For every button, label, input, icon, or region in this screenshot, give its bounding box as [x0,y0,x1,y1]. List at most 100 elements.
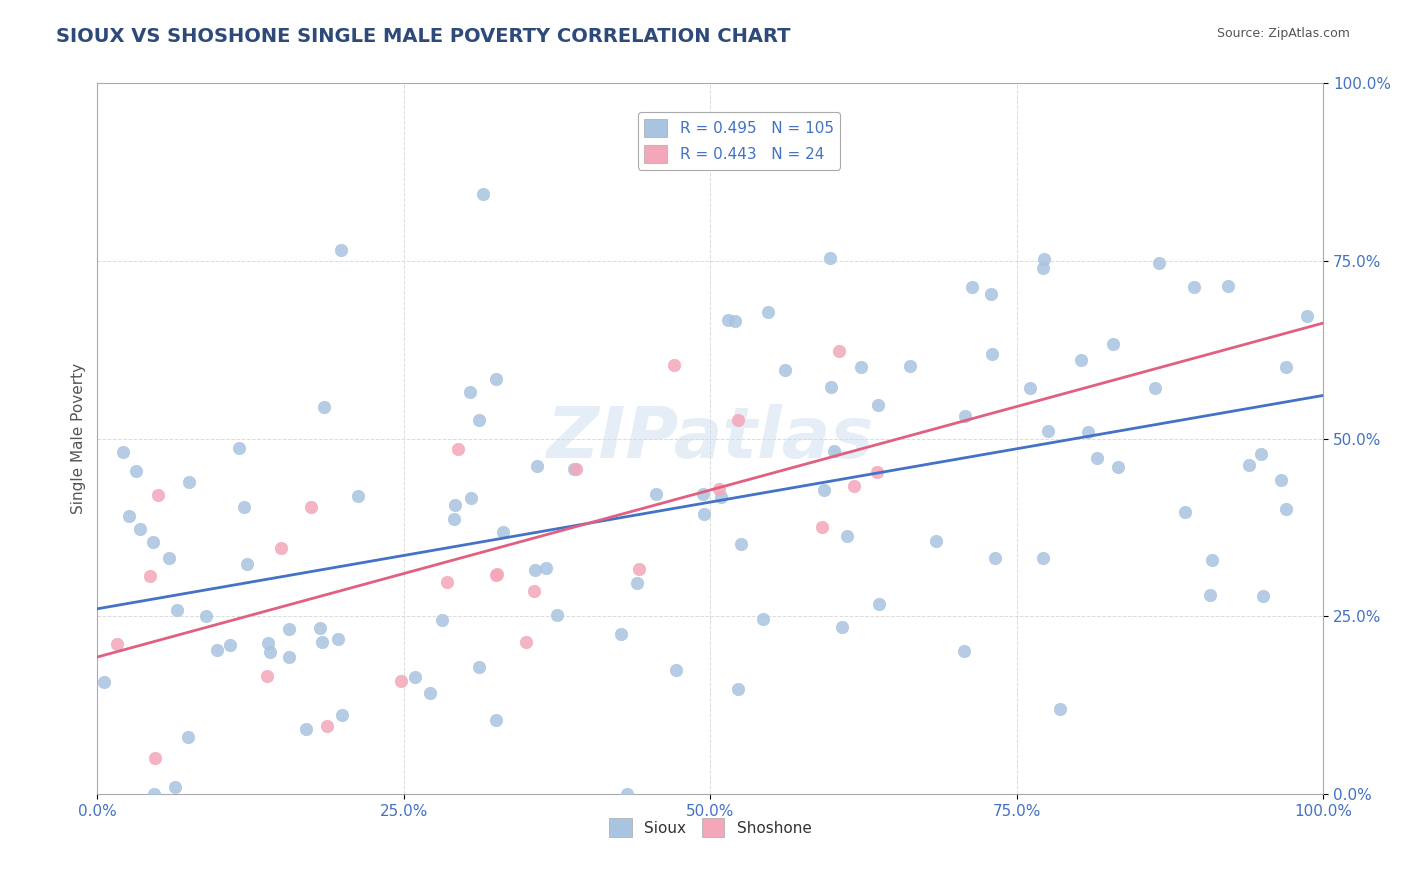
Point [460,491,482,505]
Point [844,479,866,493]
Point [460,384,482,399]
Point [831,620,853,634]
Point [468,660,491,674]
Point [692,487,714,501]
Text: ZIPatlas: ZIPatlas [547,404,875,474]
Point [727,413,749,427]
Y-axis label: Single Male Poverty: Single Male Poverty [72,363,86,515]
Point [299,500,322,515]
Point [1251,589,1274,603]
Text: SIOUX VS SHOSHONE SINGLE MALE POVERTY CORRELATION CHART: SIOUX VS SHOSHONE SINGLE MALE POVERTY CO… [56,27,790,45]
Point [1199,588,1222,602]
Point [1032,261,1054,276]
Point [259,645,281,659]
Point [1036,424,1059,438]
Point [1019,381,1042,395]
Point [1070,352,1092,367]
Point [166,603,188,617]
Point [194,609,217,624]
Point [983,550,1005,565]
Point [270,541,292,555]
Point [730,537,752,551]
Point [277,650,299,665]
Point [93,675,115,690]
Point [330,243,353,257]
Point [645,487,668,501]
Point [312,400,335,414]
Point [837,529,859,543]
Point [326,632,349,646]
Point [330,708,353,723]
Point [111,444,134,458]
Point [851,359,873,374]
Point [756,304,779,318]
Point [960,280,983,294]
Point [610,626,633,640]
Point [828,343,851,358]
Point [515,635,537,649]
Point [1102,337,1125,351]
Point [419,686,441,700]
Point [236,557,259,571]
Point [727,681,749,696]
Point [1033,252,1056,267]
Point [717,313,740,327]
Point [811,519,834,533]
Point [953,644,976,658]
Point [205,643,228,657]
Point [257,636,280,650]
Point [177,475,200,489]
Point [665,663,688,677]
Point [1250,447,1272,461]
Point [980,286,1002,301]
Point [346,489,368,503]
Point [165,780,187,794]
Point [1107,460,1129,475]
Legend: Sioux, Shoshone: Sioux, Shoshone [603,813,818,843]
Point [1031,551,1053,566]
Point [467,413,489,427]
Point [117,509,139,524]
Point [898,359,921,374]
Point [143,787,166,801]
Point [404,670,426,684]
Point [724,314,747,328]
Point [105,637,128,651]
Point [616,787,638,801]
Point [627,562,650,576]
Point [1296,309,1319,323]
Point [177,731,200,745]
Point [536,561,558,575]
Point [1275,360,1298,375]
Point [128,522,150,536]
Point [316,718,339,732]
Point [430,613,453,627]
Point [955,409,977,423]
Point [1201,553,1223,567]
Point [523,583,546,598]
Point [866,398,889,412]
Point [1237,458,1260,472]
Point [146,488,169,502]
Point [443,512,465,526]
Point [662,358,685,372]
Point [444,498,467,512]
Point [295,723,318,737]
Point [485,713,508,727]
Point [813,483,835,498]
Point [485,567,508,582]
Point [143,751,166,765]
Point [523,563,546,577]
Point [823,444,845,458]
Point [139,569,162,583]
Point [546,608,568,623]
Point [228,441,250,455]
Point [1275,501,1298,516]
Point [485,372,508,386]
Point [562,461,585,475]
Point [277,622,299,636]
Point [1049,702,1071,716]
Point [565,462,588,476]
Point [1182,279,1205,293]
Point [446,442,468,456]
